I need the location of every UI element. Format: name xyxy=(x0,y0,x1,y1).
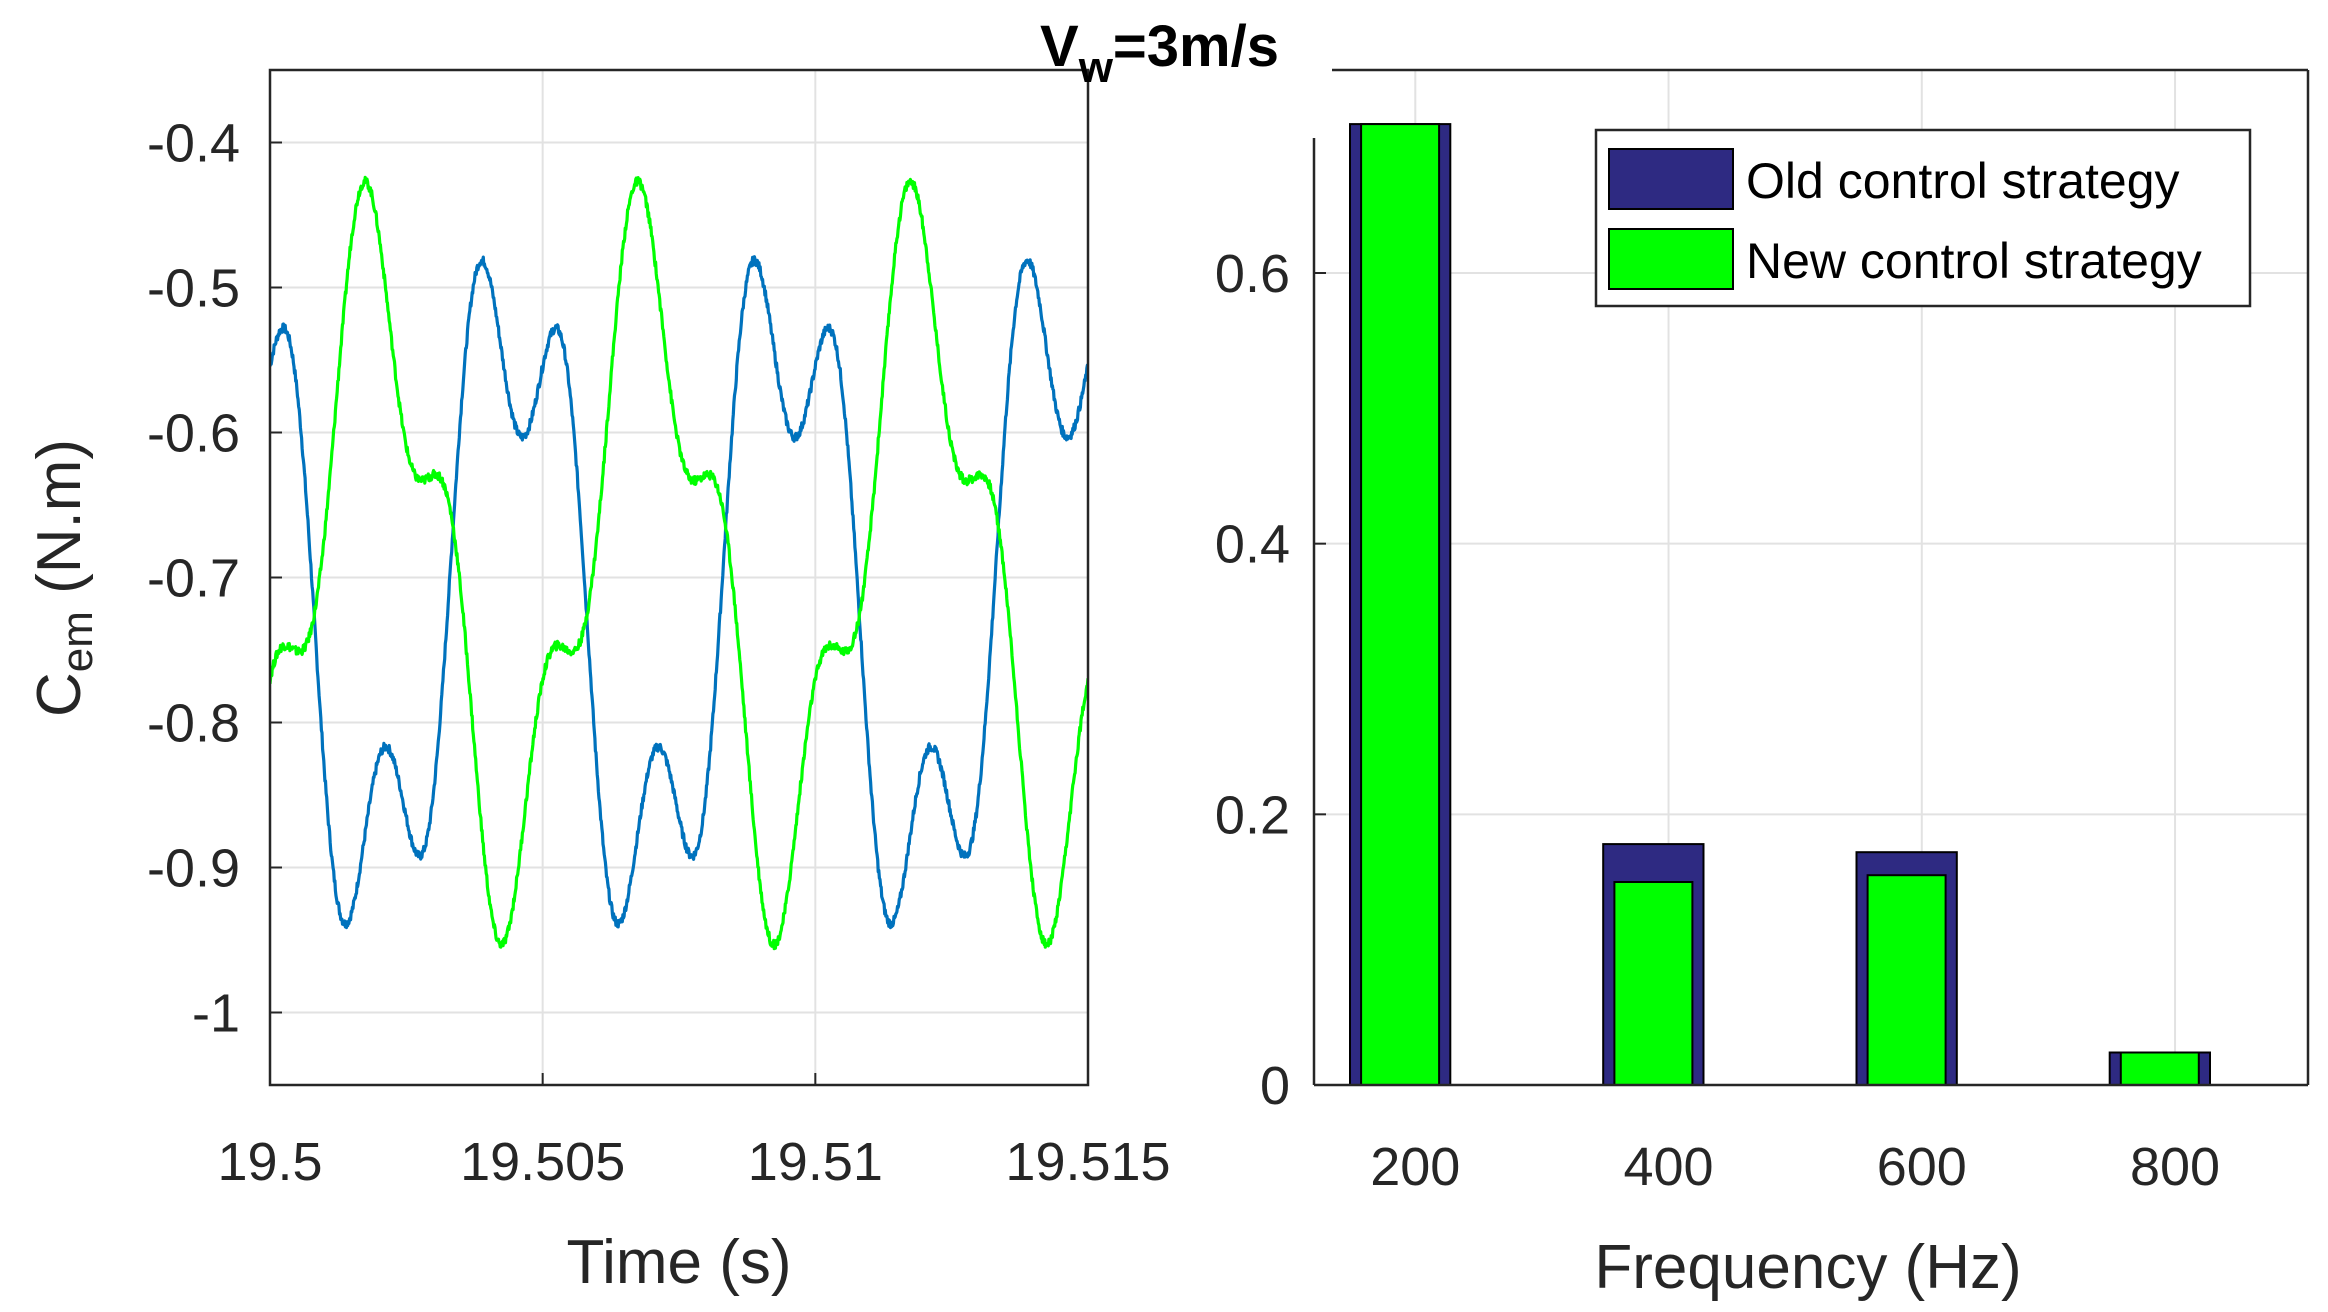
frequency-x-tick-label: 200 xyxy=(1370,1137,1460,1197)
time-domain-axes: 19.5 19.505 19.51 19.515 -0.4-0.5-0.6-0.7-0… xyxy=(25,68,1171,1297)
time-x-tick-labels: 19.5 19.505 19.51 19.515 xyxy=(217,1132,1170,1192)
torque-y-label-sub: em xyxy=(53,611,102,672)
torque-y-axis-label: Cem (N.m) xyxy=(25,439,102,717)
frequency-x-tick-label: 400 xyxy=(1623,1137,1713,1197)
new-strategy-bar xyxy=(1866,874,1947,1085)
spectrum-axes: 200 400 600 800 0 0.2 0.4 0.6 Frequency (Hz) O… xyxy=(1215,68,2310,1302)
frequency-x-tick-labels: 200 400 600 800 xyxy=(1370,1137,2220,1197)
new-strategy-torque-trace xyxy=(270,175,1088,951)
time-x-tick-label: 19.505 xyxy=(460,1132,625,1192)
legend-label-old: Old control strategy xyxy=(1746,153,2180,209)
legend-label-new: New control strategy xyxy=(1746,233,2202,289)
time-domain-axes-frame xyxy=(268,68,1090,1087)
new-strategy-bar xyxy=(1613,881,1694,1085)
legend-swatch-old xyxy=(1608,148,1734,210)
spectrum-y-tick-label: 0 xyxy=(1260,1056,1290,1116)
spectrum-y-tick-label: 0.6 xyxy=(1215,244,1290,304)
time-y-tick-label: -0.8 xyxy=(147,694,240,754)
spectrum-y-tick-label: 0.2 xyxy=(1215,785,1290,845)
figure-title-main: V xyxy=(1040,14,1079,79)
figure-title-rest: =3m/s xyxy=(1113,14,1279,79)
time-y-tick-label: -0.9 xyxy=(147,839,240,899)
frequency-x-axis-label: Frequency (Hz) xyxy=(1594,1233,2021,1302)
time-domain-grid xyxy=(269,70,1089,1085)
frequency-x-tick-label: 600 xyxy=(1877,1137,1967,1197)
time-y-tick-labels: -0.4 -0.5 -0.6 -0.7 -0.8 -0.9 -1 xyxy=(147,114,240,1044)
time-y-tick-label: -0.4 xyxy=(147,114,240,174)
torque-y-label-main: C xyxy=(25,672,94,717)
spectrum-y-tick-labels: 0 0.2 0.4 0.6 xyxy=(1215,244,1290,1116)
spectrum-bars xyxy=(1349,123,2211,1085)
legend-swatch-new xyxy=(1608,228,1734,290)
figure-title-sub: w xyxy=(1078,43,1114,92)
spectrum-legend: Old control strategy New control strateg… xyxy=(1594,128,2252,308)
figure-title: Vw=3m/s xyxy=(1040,14,1279,92)
new-strategy-bar xyxy=(1360,123,1441,1085)
time-y-tick-label: -1 xyxy=(192,984,240,1044)
time-y-tick-label: -0.5 xyxy=(147,259,240,319)
frequency-x-tick-label: 800 xyxy=(2130,1137,2220,1197)
torque-y-label-rest: (N.m) xyxy=(25,439,94,611)
new-strategy-bar xyxy=(2119,1051,2200,1085)
old-strategy-torque-trace xyxy=(270,255,1088,930)
spectrum-y-tick-label: 0.4 xyxy=(1215,515,1290,575)
time-y-tick-label: -0.7 xyxy=(147,549,240,609)
time-y-tick-label: -0.6 xyxy=(147,404,240,464)
time-x-tick-label: 19.51 xyxy=(748,1132,883,1192)
time-x-axis-label: Time (s) xyxy=(567,1228,792,1297)
time-x-tick-label: 19.5 xyxy=(217,1132,322,1192)
time-x-tick-label: 19.515 xyxy=(1005,1132,1170,1192)
